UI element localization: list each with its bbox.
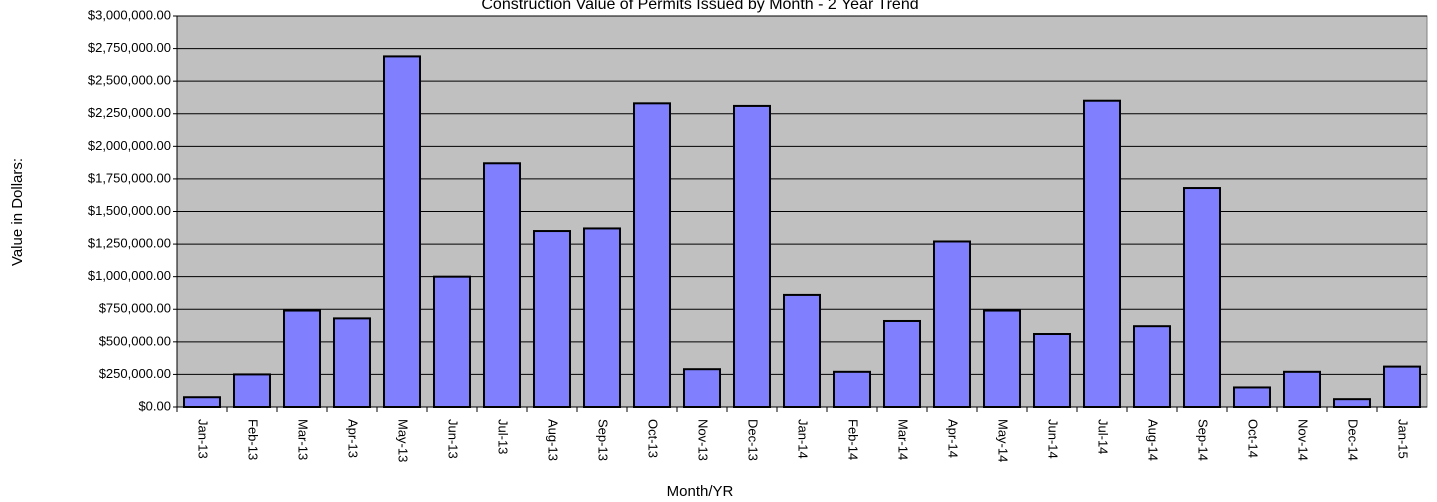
x-tick-label: May-14 [996, 419, 1011, 462]
x-tick-label: Jun-14 [1046, 419, 1061, 459]
bar [333, 317, 371, 408]
x-tick-label: May-13 [396, 419, 411, 462]
y-tick-label: $750,000.00 [99, 301, 171, 316]
x-tick-label: Sep-13 [596, 419, 611, 461]
y-tick-label: $2,000,000.00 [88, 138, 171, 153]
bar [683, 368, 721, 409]
x-tick-label: Sep-14 [1196, 419, 1211, 461]
chart-title: Construction Value of Permits Issued by … [481, 0, 918, 13]
bar [833, 370, 871, 408]
x-axis-label: Month/YR [667, 483, 734, 500]
y-tick-label: $1,250,000.00 [88, 236, 171, 251]
x-tick-label: Nov-13 [696, 419, 711, 461]
bar [1383, 365, 1421, 409]
x-tick-label: Jan-15 [1396, 419, 1411, 459]
x-tick-label: Apr-14 [946, 419, 961, 458]
bar [783, 293, 821, 408]
y-tick-label: $3,000,000.00 [88, 7, 171, 22]
y-tick-label: $2,500,000.00 [88, 73, 171, 88]
x-tick-label: Jan-14 [796, 419, 811, 459]
x-tick-label: Dec-13 [746, 419, 761, 461]
x-tick-label: Jan-13 [196, 419, 211, 459]
bar [633, 102, 671, 408]
bar [733, 104, 771, 409]
bar [483, 162, 521, 408]
x-tick-label: Aug-14 [1146, 419, 1161, 461]
x-tick-label: Mar-14 [896, 419, 911, 460]
y-tick-label: $1,000,000.00 [88, 268, 171, 283]
x-tick-label: Jul-13 [496, 419, 511, 454]
y-tick-label: $250,000.00 [99, 366, 171, 381]
bar [1033, 333, 1071, 408]
y-tick-label: $2,250,000.00 [88, 105, 171, 120]
x-tick-label: Nov-14 [1296, 419, 1311, 461]
y-tick-label: $0.00 [138, 398, 171, 413]
bar [983, 309, 1021, 409]
bar [883, 319, 921, 409]
y-tick-label: $1,500,000.00 [88, 203, 171, 218]
bar [1333, 398, 1371, 408]
y-tick-label: $1,750,000.00 [88, 170, 171, 185]
x-tick-label: Aug-13 [546, 419, 561, 461]
x-tick-label: Apr-13 [346, 419, 361, 458]
bar [1133, 325, 1171, 408]
bar [183, 396, 221, 409]
bar [283, 309, 321, 409]
bar [1233, 386, 1271, 409]
y-tick-label: $500,000.00 [99, 333, 171, 348]
bar [583, 227, 621, 408]
x-tick-label: Dec-14 [1346, 419, 1361, 461]
x-tick-label: Feb-14 [846, 419, 861, 460]
bar [383, 55, 421, 409]
y-tick-label: $2,750,000.00 [88, 40, 171, 55]
bar [433, 275, 471, 408]
x-tick-label: Oct-13 [646, 419, 661, 458]
x-tick-label: Feb-13 [246, 419, 261, 460]
bar [933, 240, 971, 408]
bar [1183, 187, 1221, 408]
x-tick-label: Jul-14 [1096, 419, 1111, 454]
bar [233, 373, 271, 408]
bar [533, 230, 571, 408]
bar [1283, 370, 1321, 408]
x-tick-label: Mar-13 [296, 419, 311, 460]
y-axis-label: Value in Dollars: [9, 158, 26, 266]
x-tick-label: Oct-14 [1246, 419, 1261, 458]
bar [1083, 99, 1121, 408]
x-tick-label: Jun-13 [446, 419, 461, 459]
